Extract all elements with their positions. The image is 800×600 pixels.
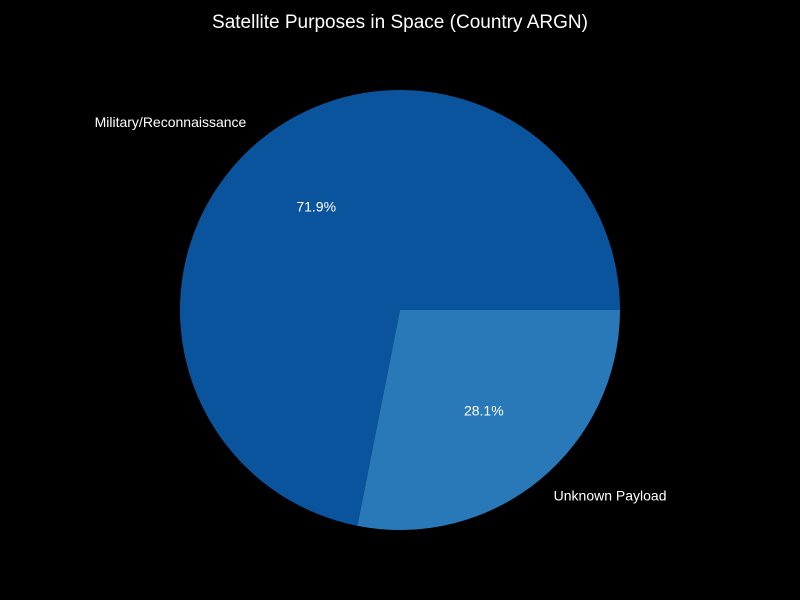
slice-percent-label-1: 71.9% (296, 199, 336, 215)
slice-category-label-2: Unknown Payload (554, 488, 667, 504)
slice-percent-label-2: 28.1% (464, 403, 504, 419)
slice-category-label-1: Military/Reconnaissance (95, 114, 247, 130)
pie-slice-2 (357, 310, 620, 530)
pie-labels: Military/Reconnaissance 71.9% Unknown Payl… (95, 114, 667, 504)
chart-title: Satellite Purposes in Space (Country ARG… (212, 12, 588, 33)
pie-slice-1 (179, 89, 621, 526)
pie-slices (179, 89, 621, 530)
